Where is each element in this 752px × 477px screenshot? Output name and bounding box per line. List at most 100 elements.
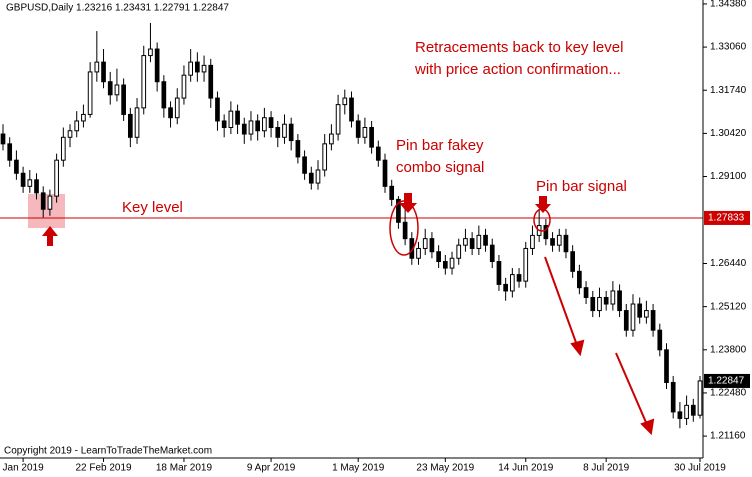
candle-body xyxy=(315,169,321,184)
candle-body xyxy=(67,130,73,138)
candle-body xyxy=(402,221,408,240)
candle-body xyxy=(308,172,314,184)
candle-body xyxy=(496,261,502,285)
candle-body xyxy=(375,146,381,161)
candle-body xyxy=(603,296,609,305)
candle-body xyxy=(262,117,267,132)
current-price-tag xyxy=(704,373,750,388)
candle-body xyxy=(469,238,475,249)
candle-body xyxy=(637,303,643,318)
y-tick-label: 1.33060 xyxy=(710,42,747,53)
trend-arrow xyxy=(615,352,649,428)
y-tick-label: 1.22480 xyxy=(710,388,747,399)
y-tick-label: 1.30420 xyxy=(710,128,747,139)
candle-body xyxy=(690,404,696,416)
x-tick-label: 9 Apr 2019 xyxy=(247,463,296,474)
x-tick-label: Jan 2019 xyxy=(3,463,45,474)
candle-body xyxy=(516,274,522,282)
candle-body xyxy=(382,159,388,187)
candle-body xyxy=(34,179,39,194)
x-tick-label: 8 Jul 2019 xyxy=(583,463,630,474)
candle-body xyxy=(483,234,488,246)
arrow-head xyxy=(640,418,655,436)
candle-body xyxy=(141,55,147,109)
y-tick-label: 1.21160 xyxy=(710,431,746,442)
y-tick-label: 1.25120 xyxy=(710,301,747,312)
down-arrow xyxy=(399,193,417,213)
candle-body xyxy=(107,81,113,96)
candle-body xyxy=(623,310,629,331)
candle-body xyxy=(523,247,529,282)
x-tick-label: 14 Jun 2019 xyxy=(498,463,553,474)
candle-body xyxy=(114,84,120,96)
candle-body xyxy=(349,97,354,122)
candle-body xyxy=(181,74,187,99)
candle-body xyxy=(617,290,622,312)
candle-body xyxy=(577,270,582,289)
candle-body xyxy=(670,381,676,413)
trend-arrows xyxy=(544,256,655,436)
annotation: Pin bar fakey xyxy=(396,137,484,154)
candle-body xyxy=(416,247,421,259)
highlight-box xyxy=(28,194,65,228)
candle-body xyxy=(127,113,133,138)
candle-body xyxy=(20,172,26,187)
copyright: Copyright 2019 - LearnToTradeTheMarket.c… xyxy=(4,446,212,457)
candle-body xyxy=(657,329,663,351)
candle-body xyxy=(369,126,374,148)
candle-body xyxy=(530,234,535,249)
x-tick-label: 22 Feb 2019 xyxy=(75,463,132,474)
chart-title: GBPUSD,Daily 1.23216 1.23431 1.22791 1.2… xyxy=(6,3,229,14)
candle-body xyxy=(101,61,106,83)
candle-body xyxy=(60,136,66,161)
candle-body xyxy=(154,48,160,83)
x-tick-label: 1 May 2019 xyxy=(332,463,385,474)
candle-body xyxy=(288,123,294,142)
candle-body xyxy=(215,97,220,122)
candle-body xyxy=(543,225,549,240)
candle-body xyxy=(590,296,596,312)
candle-body xyxy=(463,238,468,246)
candle-body xyxy=(248,120,254,135)
candle-body xyxy=(161,81,167,109)
candle-body xyxy=(282,123,287,138)
candle-body xyxy=(195,61,200,73)
candle-body xyxy=(449,257,455,269)
candle-body xyxy=(644,310,649,318)
candle-body xyxy=(570,251,576,272)
candle-body xyxy=(0,133,6,145)
candle-body xyxy=(275,126,281,138)
candle-body xyxy=(650,310,656,331)
candle-body xyxy=(7,143,13,161)
candle-body xyxy=(54,159,59,197)
candle-body xyxy=(664,349,669,383)
candle-body xyxy=(355,120,361,138)
current-price-value: 1.22847 xyxy=(708,376,745,387)
candle-body xyxy=(322,143,328,171)
candle-body xyxy=(335,104,341,135)
trend-arrow xyxy=(544,256,579,349)
candle-body xyxy=(255,120,261,132)
candle-body xyxy=(94,61,100,73)
key-level-label: Key level xyxy=(122,199,183,216)
key-level-tag xyxy=(704,210,750,225)
candle-body xyxy=(81,113,86,122)
candle-body xyxy=(27,179,33,187)
annotation: Retracements back to key level xyxy=(415,39,623,56)
candle-body xyxy=(342,97,348,106)
candle-body xyxy=(201,64,207,73)
candle-body xyxy=(121,84,126,115)
y-tick-label: 1.23800 xyxy=(710,344,747,355)
y-tick-label: 1.34380 xyxy=(710,0,747,10)
annotation: combo signal xyxy=(396,159,484,176)
candle-body xyxy=(503,283,508,292)
candle-body xyxy=(630,303,636,331)
candle-body xyxy=(134,107,140,138)
candle-body xyxy=(510,274,515,292)
candle-body xyxy=(697,380,703,416)
candle-body xyxy=(87,71,93,115)
candle-body xyxy=(47,195,53,210)
arrow-head xyxy=(570,339,585,357)
candle-body xyxy=(329,133,334,145)
candle-body xyxy=(241,123,247,135)
